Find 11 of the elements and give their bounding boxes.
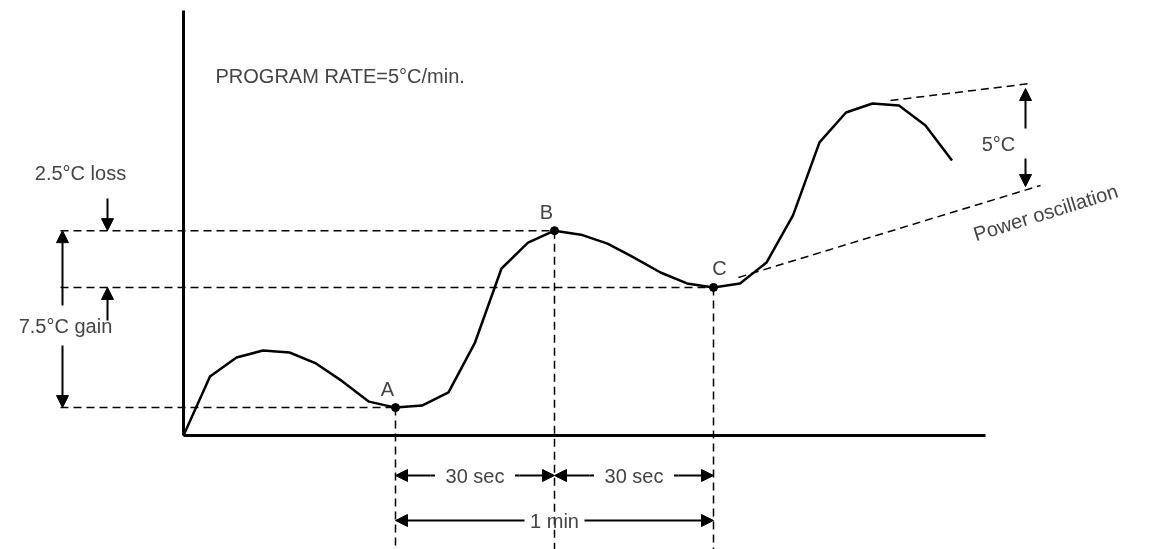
text: 2.5°C loss xyxy=(34,161,127,184)
text: 7.5°C gain xyxy=(18,314,113,337)
annotation: A xyxy=(380,377,395,400)
text: 30 sec xyxy=(604,464,664,487)
text: PROGRAM RATE=5°C/min. xyxy=(215,64,465,87)
annotation: 5°C xyxy=(981,132,1016,155)
annotation: B xyxy=(539,200,554,223)
text: 1 min xyxy=(530,509,579,532)
annotation: C xyxy=(712,257,727,280)
annotation: Power oscillation xyxy=(970,179,1121,246)
text: 30 sec xyxy=(445,464,505,487)
